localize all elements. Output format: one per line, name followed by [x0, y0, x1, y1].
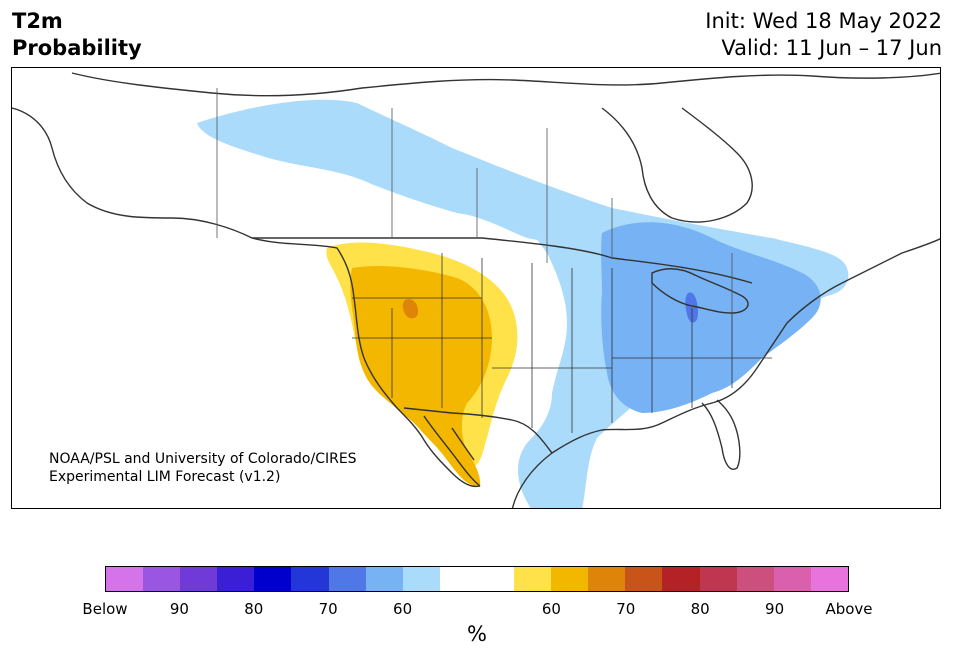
coastlines	[12, 72, 940, 508]
colorbar-segment	[625, 567, 663, 591]
above-80-spot	[402, 298, 419, 319]
pacific-coast	[12, 107, 481, 488]
colorbar-tick-label: Below	[82, 600, 128, 618]
colorbar-segment	[810, 567, 848, 591]
colorbar-segment	[662, 567, 700, 591]
colorbar-segment	[551, 567, 589, 591]
us-mexico-border	[403, 407, 553, 454]
valid-date: Valid: 11 Jun – 17 Jun	[721, 36, 942, 60]
colorbar-tick-label: 80	[690, 600, 710, 618]
product-label: Probability	[12, 36, 142, 60]
colorbar-segment	[402, 567, 440, 591]
colorbar-tick-label: 90	[169, 600, 189, 618]
above-70-west	[350, 266, 492, 487]
colorbar-segment	[476, 567, 515, 591]
colorbar-segment	[439, 567, 477, 591]
forecast-map	[11, 67, 941, 509]
colorbar-tick-label: 60	[393, 600, 413, 618]
baja-coast	[423, 415, 481, 487]
credit-line-1: NOAA/PSL and University of Colorado/CIRE…	[49, 451, 357, 467]
forecast-credit: NOAA/PSL and University of Colorado/CIRE…	[49, 450, 357, 486]
below-80-spot	[685, 292, 698, 323]
great-lakes	[651, 268, 749, 314]
colorbar-tick-label: 70	[318, 600, 338, 618]
colorbar-segment	[773, 567, 811, 591]
map-title: T2m Probability	[12, 8, 142, 62]
init-date: Init: Wed 18 May 2022	[705, 9, 942, 33]
province-lines	[216, 88, 733, 313]
probability-shading	[197, 99, 849, 508]
colorbar-segment	[514, 567, 552, 591]
arctic-coast	[71, 72, 940, 97]
colorbar-segment	[291, 567, 329, 591]
variable-label: T2m	[12, 9, 63, 33]
colorbar-segment	[736, 567, 774, 591]
state-lines	[352, 253, 772, 433]
colorbar-unit: %	[467, 622, 487, 646]
below-70-east	[601, 222, 821, 413]
hudson-bay	[601, 107, 753, 223]
colorbar-tick-label: 60	[541, 600, 561, 618]
colorbar-segment	[217, 567, 255, 591]
colorbar-segment	[180, 567, 218, 591]
colorbar-segment	[588, 567, 626, 591]
gulf-coast	[511, 238, 940, 508]
forecast-dates: Init: Wed 18 May 2022 Valid: 11 Jun – 17…	[705, 8, 942, 62]
colorbar-tick-label: 80	[244, 600, 264, 618]
florida	[701, 399, 741, 470]
credit-line-2: Experimental LIM Forecast (v1.2)	[49, 469, 281, 485]
colorbar-segment	[143, 567, 181, 591]
colorbar-tick-label: 90	[765, 600, 785, 618]
probability-colorbar	[105, 566, 849, 592]
colorbar-segment	[699, 567, 737, 591]
map-canvas	[12, 72, 940, 508]
colorbar-tick-label: Above	[825, 600, 873, 618]
colorbar-segment	[328, 567, 366, 591]
colorbar-segment	[365, 567, 403, 591]
colorbar-segment	[106, 567, 144, 591]
colorbar-tick-label: 70	[616, 600, 636, 618]
canada-provinces	[216, 88, 733, 313]
colorbar-segment	[254, 567, 292, 591]
